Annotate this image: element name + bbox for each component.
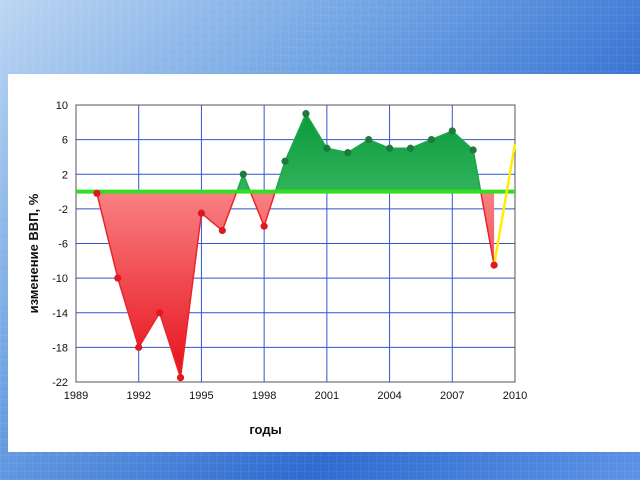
data-point [302, 110, 310, 118]
data-point [406, 144, 415, 152]
data-point [197, 209, 206, 217]
data-point [93, 189, 101, 197]
data-point [365, 136, 373, 144]
x-tick-label: 2004 [377, 390, 401, 402]
data-point [448, 127, 456, 135]
data-point [469, 146, 477, 154]
data-point [427, 136, 435, 144]
data-point [323, 144, 331, 152]
data-point [135, 343, 143, 351]
y-tick-label: -2 [58, 204, 68, 216]
data-point [114, 274, 122, 282]
x-axis-title: годы [249, 422, 281, 437]
data-point [239, 170, 247, 178]
data-point [281, 157, 289, 165]
y-tick-label: -18 [52, 342, 68, 354]
series-line-positive [236, 112, 482, 192]
data-point [344, 149, 352, 157]
data-point [490, 261, 498, 269]
y-tick-label: -22 [52, 377, 68, 389]
plot-frame [75, 104, 516, 383]
data-point [385, 144, 394, 152]
x-tick-label: 1998 [252, 390, 276, 402]
x-tick-label: 1995 [189, 390, 213, 402]
data-point [176, 374, 185, 382]
series-line-negative [96, 191, 495, 378]
data-point [260, 222, 268, 230]
x-tick-label: 1989 [64, 390, 88, 402]
data-point [218, 226, 226, 235]
x-tick-label: 2010 [503, 390, 527, 402]
y-axis-title: изменение ВВП, % [26, 193, 41, 313]
x-tick-label: 1992 [126, 390, 150, 402]
y-tick-label: -10 [52, 273, 68, 285]
x-tick-label: 2001 [315, 390, 339, 402]
forecast-line [492, 143, 517, 266]
data-point [156, 309, 164, 317]
y-tick-label: -14 [52, 308, 68, 320]
x-tick-label: 2007 [440, 390, 464, 402]
negative-area [96, 191, 495, 378]
y-tick-label: 10 [56, 100, 68, 112]
y-tick-label: 6 [62, 135, 68, 147]
y-tick-label: 2 [62, 169, 68, 181]
y-tick-label: -6 [58, 239, 68, 251]
slide-canvas: 10 6 2 -2 -6 -10 -14 -18 -22 1989 1992 1995 1998 2001… [8, 74, 640, 452]
